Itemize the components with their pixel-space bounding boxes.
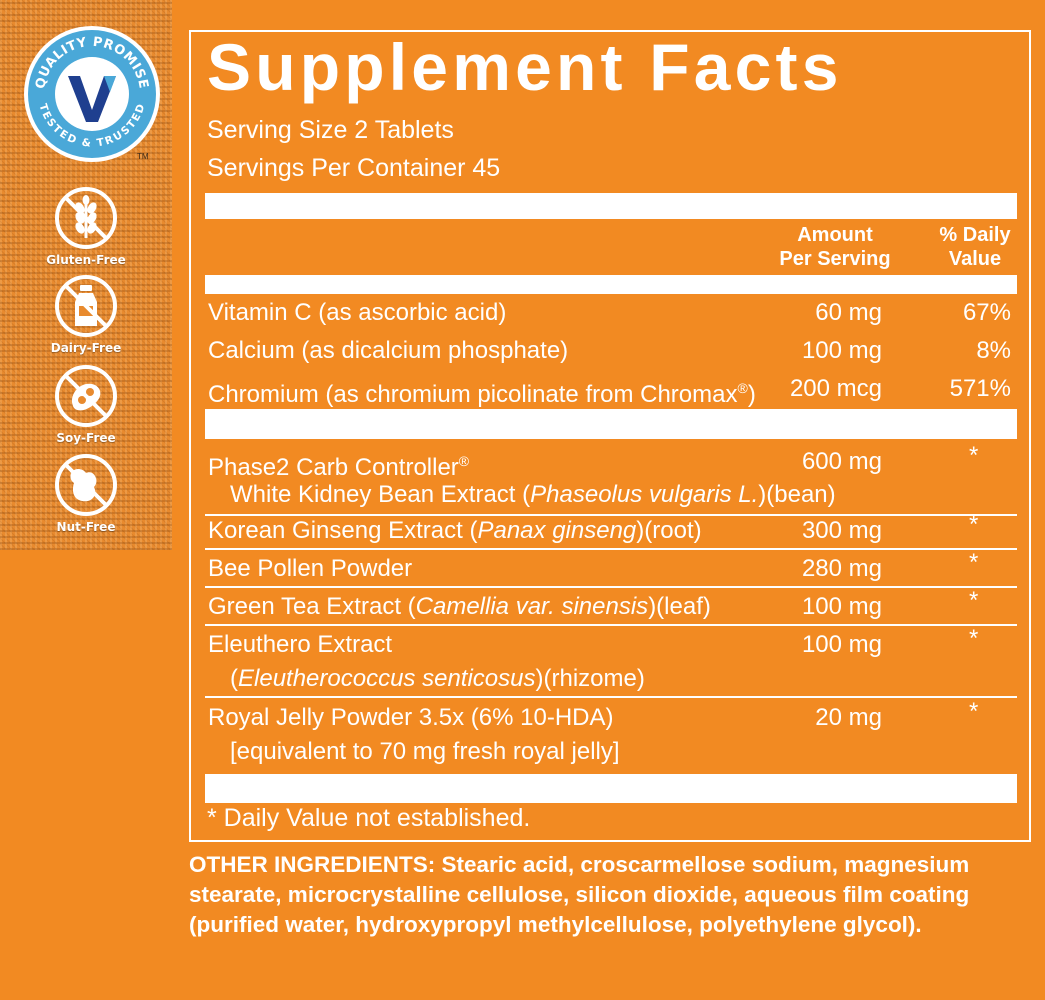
blend-row: Royal Jelly Powder 3.5x (6% 10-HDA) [equ… [205,698,1017,771]
ingredient-dv: * [969,698,979,725]
ingredient-dv: * [969,549,979,576]
blend-row: Korean Ginseng Extract (Panax ginseng)(r… [205,511,1017,550]
milk-bottle-icon [55,275,117,337]
ingredient-name: Bee Pollen Powder [208,555,413,582]
serving-size: Serving Size 2 Tablets [207,116,454,144]
nutrient-row: Chromium (as chromium picolinate from Ch… [205,370,1017,408]
ingredient-dv: * [969,587,979,614]
servings-per-container: Servings Per Container 45 [207,154,501,182]
gluten-free-badge: Gluten-Free [0,186,172,267]
nutrient-name: Chromium (as chromium picolinate from Ch… [208,380,756,408]
nutrient-amount: 60 mg [815,299,882,326]
amount-header-line2: Per Serving [779,248,891,270]
soybean-icon [55,365,117,427]
blend-row: Green Tea Extract (Camellia var. sinensi… [205,587,1017,626]
ingredient-amount: 300 mg [801,517,882,544]
nutrient-row: Calcium (as dicalcium phosphate) 100 mg … [205,332,1017,369]
nutrient-name: Vitamin C (as ascorbic acid) [208,299,507,326]
ingredient-name: Eleuthero Extract [208,631,393,658]
bottom-divider [205,774,1017,803]
ingredient-amount: 280 mg [801,555,882,582]
ingredient-amount: 600 mg [801,448,882,475]
ingredient-dv: * [969,625,979,652]
supplement-facts-panel [189,30,1031,842]
ingredient-name: Royal Jelly Powder 3.5x (6% 10-HDA) [208,704,614,731]
ingredient-dv: * [969,511,979,538]
soy-free-badge: Soy-Free [0,364,172,445]
nutrient-amount: 100 mg [801,337,882,364]
ingredient-amount: 100 mg [801,593,882,620]
panel-title: Supplement Facts [207,30,843,104]
other-ingredients-label: OTHER INGREDIENTS: [189,852,436,877]
nutrient-row: Vitamin C (as ascorbic acid) 60 mg 67% [205,294,1017,331]
blend-row: Phase2 Carb Controller® White Kidney Bea… [205,442,1017,516]
thick-divider [205,193,1017,219]
peanut-icon [55,454,117,516]
nut-free-badge: Nut-Free [0,453,172,534]
nutrient-amount: 200 mcg [789,375,882,402]
ingredient-name: Phase2 Carb Controller® [208,453,470,481]
dv-header-line1: % Daily [939,224,1011,246]
dairy-free-badge: Dairy-Free [0,274,172,355]
ingredient-detail: [equivalent to 70 mg fresh royal jelly] [230,738,620,765]
amount-header-line1: Amount [797,224,873,246]
ingredient-detail: White Kidney Bean Extract (Phaseolus vul… [230,481,836,508]
daily-value-header: % Daily Value [925,223,1025,271]
checkmark-v-icon [68,76,116,122]
trademark-mark: TM [137,152,149,161]
gluten-free-label: Gluten-Free [46,253,126,267]
soy-free-label: Soy-Free [56,431,116,445]
nutrient-name: Calcium (as dicalcium phosphate) [208,337,569,364]
other-ingredients: OTHER INGREDIENTS: Stearic acid, croscar… [189,850,1019,940]
amount-header: Amount Per Serving [760,223,910,271]
burlap-sidebar: QUALITY PROMISE TESTED & TRUSTED TM [0,0,172,550]
nutrient-dv: 67% [962,299,1011,326]
ingredient-name: Green Tea Extract (Camellia var. sinensi… [208,593,711,620]
dv-header-line2: Value [948,248,1002,270]
other-ingredients-text: Stearic acid, croscarmellose sodium, mag… [189,852,970,937]
ingredient-amount: 100 mg [801,631,882,658]
blend-row: Eleuthero Extract (Eleutherococcus senti… [205,625,1017,698]
dairy-free-label: Dairy-Free [50,341,122,355]
nut-free-label: Nut-Free [56,520,116,534]
nutrient-dv: 571% [949,375,1011,402]
ingredient-detail: (Eleutherococcus senticosus)(rhizome) [230,665,645,692]
header-divider [205,275,1017,294]
daily-value-footnote: * Daily Value not established. [207,804,531,832]
blend-row: Bee Pollen Powder 280 mg * [205,549,1017,588]
ingredient-dv: * [969,442,979,469]
quality-promise-badge: QUALITY PROMISE TESTED & TRUSTED [24,26,160,162]
ingredient-amount: 20 mg [815,704,882,731]
ingredient-name: Korean Ginseng Extract (Panax ginseng)(r… [208,517,702,544]
wheat-icon [55,187,117,249]
section-divider [205,409,1017,439]
nutrient-dv: 8% [976,337,1011,364]
